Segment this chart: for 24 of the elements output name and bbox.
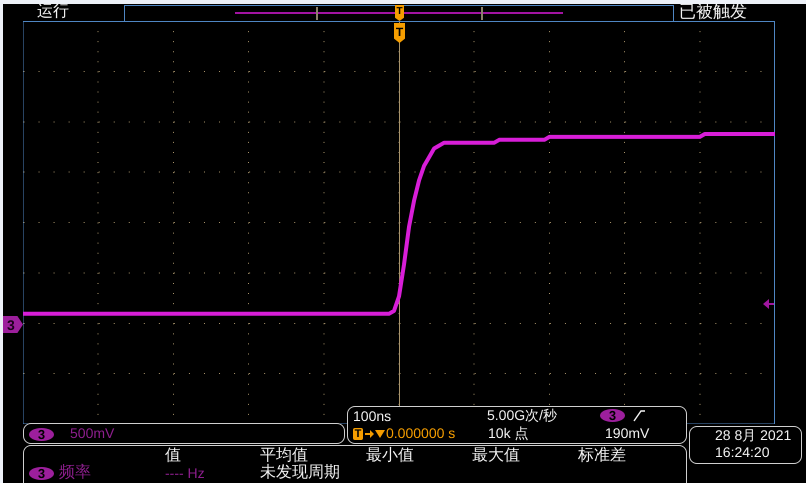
text: 频率 xyxy=(59,464,91,481)
text: 0.000000 s xyxy=(386,425,456,441)
annotation: 3 xyxy=(608,408,616,423)
text: 10k 点 xyxy=(488,425,528,441)
text: 最大值 xyxy=(472,447,520,464)
text: 3 xyxy=(38,466,46,481)
text: T xyxy=(396,24,404,38)
text: T xyxy=(396,6,403,16)
annotation: 100ns xyxy=(353,408,392,424)
text: 28 8月 2021 xyxy=(715,427,792,443)
text: 平均值 xyxy=(260,447,308,464)
text: 190mV xyxy=(605,425,650,441)
text: 500mV xyxy=(70,425,114,441)
text: 运行 xyxy=(37,3,69,20)
text: 16:24:20 xyxy=(715,444,770,460)
text: 3 xyxy=(38,427,46,442)
annotation: 5.00G次/秒 xyxy=(487,407,558,423)
text: 值 xyxy=(165,447,181,464)
text: 已被触发 xyxy=(679,2,747,21)
text: ---- Hz xyxy=(165,465,205,481)
text: 3 xyxy=(7,316,15,332)
text: 最小值 xyxy=(366,447,414,464)
text: 未发现周期 xyxy=(260,464,340,481)
text: 标准差 xyxy=(578,447,626,464)
